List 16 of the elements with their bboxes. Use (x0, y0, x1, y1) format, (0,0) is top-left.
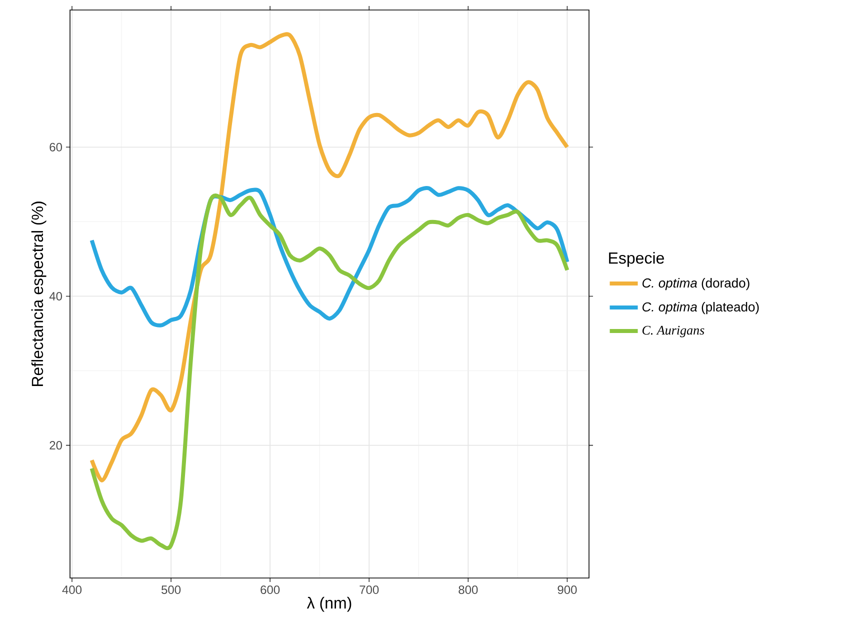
legend-title: Especie (609, 252, 664, 267)
y-tick-label: 40 (49, 292, 62, 300)
x-tick-label: 800 (458, 586, 478, 594)
line-series (90, 33, 570, 482)
x-axis-title: λ (nm) (306, 596, 352, 612)
x-tick-label: 500 (162, 586, 181, 594)
y-axis-title: Reflectancia espectral (%) (31, 202, 46, 386)
legend-label: C. optima (dorado) (642, 278, 750, 290)
y-tick-label: 60 (50, 142, 62, 152)
x-tick-label: 400 (62, 586, 82, 594)
legend-label: C. optima (plateado) (642, 302, 759, 314)
x-tick-label: 600 (260, 586, 280, 594)
legend-label: C. Aurigans (642, 326, 704, 338)
y-tick-label: 20 (50, 441, 62, 450)
x-tick-label: 700 (360, 586, 379, 594)
x-tick-label: 900 (558, 586, 577, 594)
